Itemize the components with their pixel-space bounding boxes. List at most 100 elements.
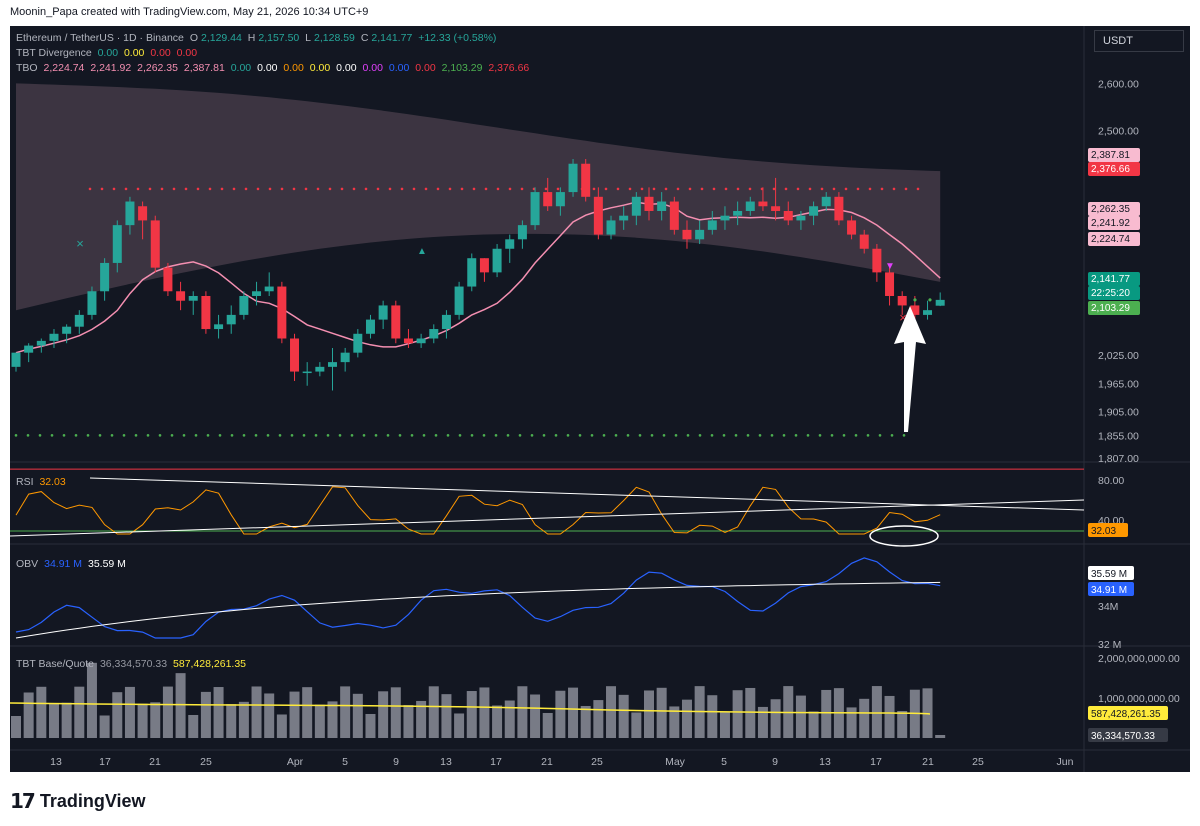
chart-area[interactable]: ×▲▼×••2,600.002,500.002,320.002,160.002,…: [10, 26, 1190, 772]
header-credit: Moonin_Papa created with TradingView.com…: [10, 6, 369, 18]
resistance-dot: [592, 187, 596, 191]
support-dot: [710, 434, 714, 437]
obv-label1-bg: [1088, 566, 1134, 580]
support-dot: [338, 434, 342, 437]
resistance-dot: [460, 187, 464, 191]
price-label: 2,376.66: [1091, 164, 1130, 175]
resistance-dot: [676, 187, 680, 191]
buy-signal-marker: ▲: [417, 246, 427, 257]
tbo-cloud: [16, 83, 941, 311]
time-tick: 21: [541, 756, 553, 768]
resistance-dot: [436, 187, 440, 191]
price-label: 2,224.74: [1091, 234, 1130, 245]
time-tick: 25: [591, 756, 603, 768]
obv-tick: 34M: [1098, 601, 1118, 613]
volume-bar: [644, 690, 654, 738]
resistance-dot: [472, 187, 476, 191]
resistance-dot: [808, 187, 812, 191]
legend-rsi-name[interactable]: RSI: [16, 476, 34, 488]
volume-bar: [606, 686, 617, 738]
support-dot: [602, 434, 606, 437]
obv-label2-bg: [1088, 582, 1134, 596]
legend-div-name[interactable]: TBT Divergence: [16, 47, 92, 59]
candle: [821, 196, 831, 207]
support-dot: [830, 434, 834, 437]
candle: [62, 326, 72, 334]
volume-bar: [795, 695, 806, 738]
obv-label1: 35.59 M: [1091, 569, 1127, 580]
candle: [682, 229, 692, 240]
legend-symbol[interactable]: Ethereum / TetherUS · 1D · Binance: [16, 32, 184, 44]
price-label: 2,262.35: [1091, 204, 1130, 215]
time-tick: Jun: [1057, 756, 1074, 768]
resistance-dot: [772, 187, 776, 191]
candle: [353, 333, 363, 353]
support-dot: [542, 434, 546, 437]
legend-divergence: TBT Divergence 0.00 0.00 0.00 0.00: [16, 47, 198, 59]
tbt-label1: 587,428,261.35: [1091, 709, 1161, 720]
legend-high: 2,157.50: [258, 32, 300, 44]
resistance-dot: [340, 187, 344, 191]
legend-tbt-name[interactable]: TBT Base/Quote: [16, 658, 95, 670]
volume-bar: [74, 686, 85, 738]
volume-bar: [340, 686, 351, 738]
legend-tbo-name[interactable]: TBO: [16, 62, 38, 74]
rsi-tick: 80.00: [1098, 475, 1124, 487]
candle: [429, 329, 439, 339]
obv-label2: 34.91 M: [1091, 585, 1127, 596]
time-tick: 17: [490, 756, 502, 768]
support-dot: [26, 434, 30, 437]
volume-bar: [302, 687, 313, 738]
volume-bar: [555, 690, 566, 738]
rsi-label: 32.03: [1091, 526, 1116, 537]
candle: [859, 234, 869, 249]
volume-bar: [821, 689, 832, 738]
legend-obv-name[interactable]: OBV: [16, 558, 39, 570]
support-dot: [782, 434, 786, 437]
support-dot: [314, 434, 318, 437]
price-label-bg: [1088, 301, 1140, 315]
signal-dot: •: [928, 293, 932, 307]
support-dot: [122, 434, 126, 437]
resistance-dot: [388, 187, 392, 191]
candle: [416, 338, 426, 344]
candle: [885, 272, 895, 296]
candle: [176, 291, 186, 301]
time-tick: 5: [721, 756, 727, 768]
resistance-dot: [628, 187, 632, 191]
currency-button[interactable]: USDT: [1094, 30, 1184, 52]
volume-bar: [352, 693, 363, 738]
volume-bar: [770, 699, 781, 738]
volume-bar: [479, 687, 490, 738]
candle: [290, 338, 300, 372]
candle: [454, 286, 464, 315]
candle: [910, 305, 920, 315]
candle: [505, 239, 515, 249]
price-label-bg: [1088, 202, 1140, 216]
resistance-dot: [688, 187, 692, 191]
resistance-dot: [148, 187, 152, 191]
tbt-tick: 1,000,000,000.00: [1098, 693, 1180, 705]
resistance-dot: [256, 187, 260, 191]
volume-bar: [808, 711, 819, 738]
resistance-dot: [832, 187, 836, 191]
chart-canvas[interactable]: ×▲▼×••2,600.002,500.002,320.002,160.002,…: [10, 26, 1190, 772]
candle: [138, 206, 148, 221]
resistance-dot: [856, 187, 860, 191]
candle: [264, 286, 274, 292]
candle: [315, 366, 325, 372]
candle: [796, 215, 806, 221]
candle: [517, 225, 527, 240]
resistance-dot: [328, 187, 332, 191]
rsi-annotation-circle: [869, 525, 939, 547]
support-dot: [638, 434, 642, 437]
resistance-dot: [868, 187, 872, 191]
sell-signal-marker: ▼: [885, 261, 895, 272]
volume-bar: [745, 687, 756, 738]
volume-bar: [226, 704, 237, 738]
candle: [252, 291, 262, 296]
resistance-dot: [448, 187, 452, 191]
volume-bar: [289, 691, 300, 738]
tradingview-logo[interactable]: 17 TradingView: [10, 789, 146, 813]
resistance-dot: [400, 187, 404, 191]
